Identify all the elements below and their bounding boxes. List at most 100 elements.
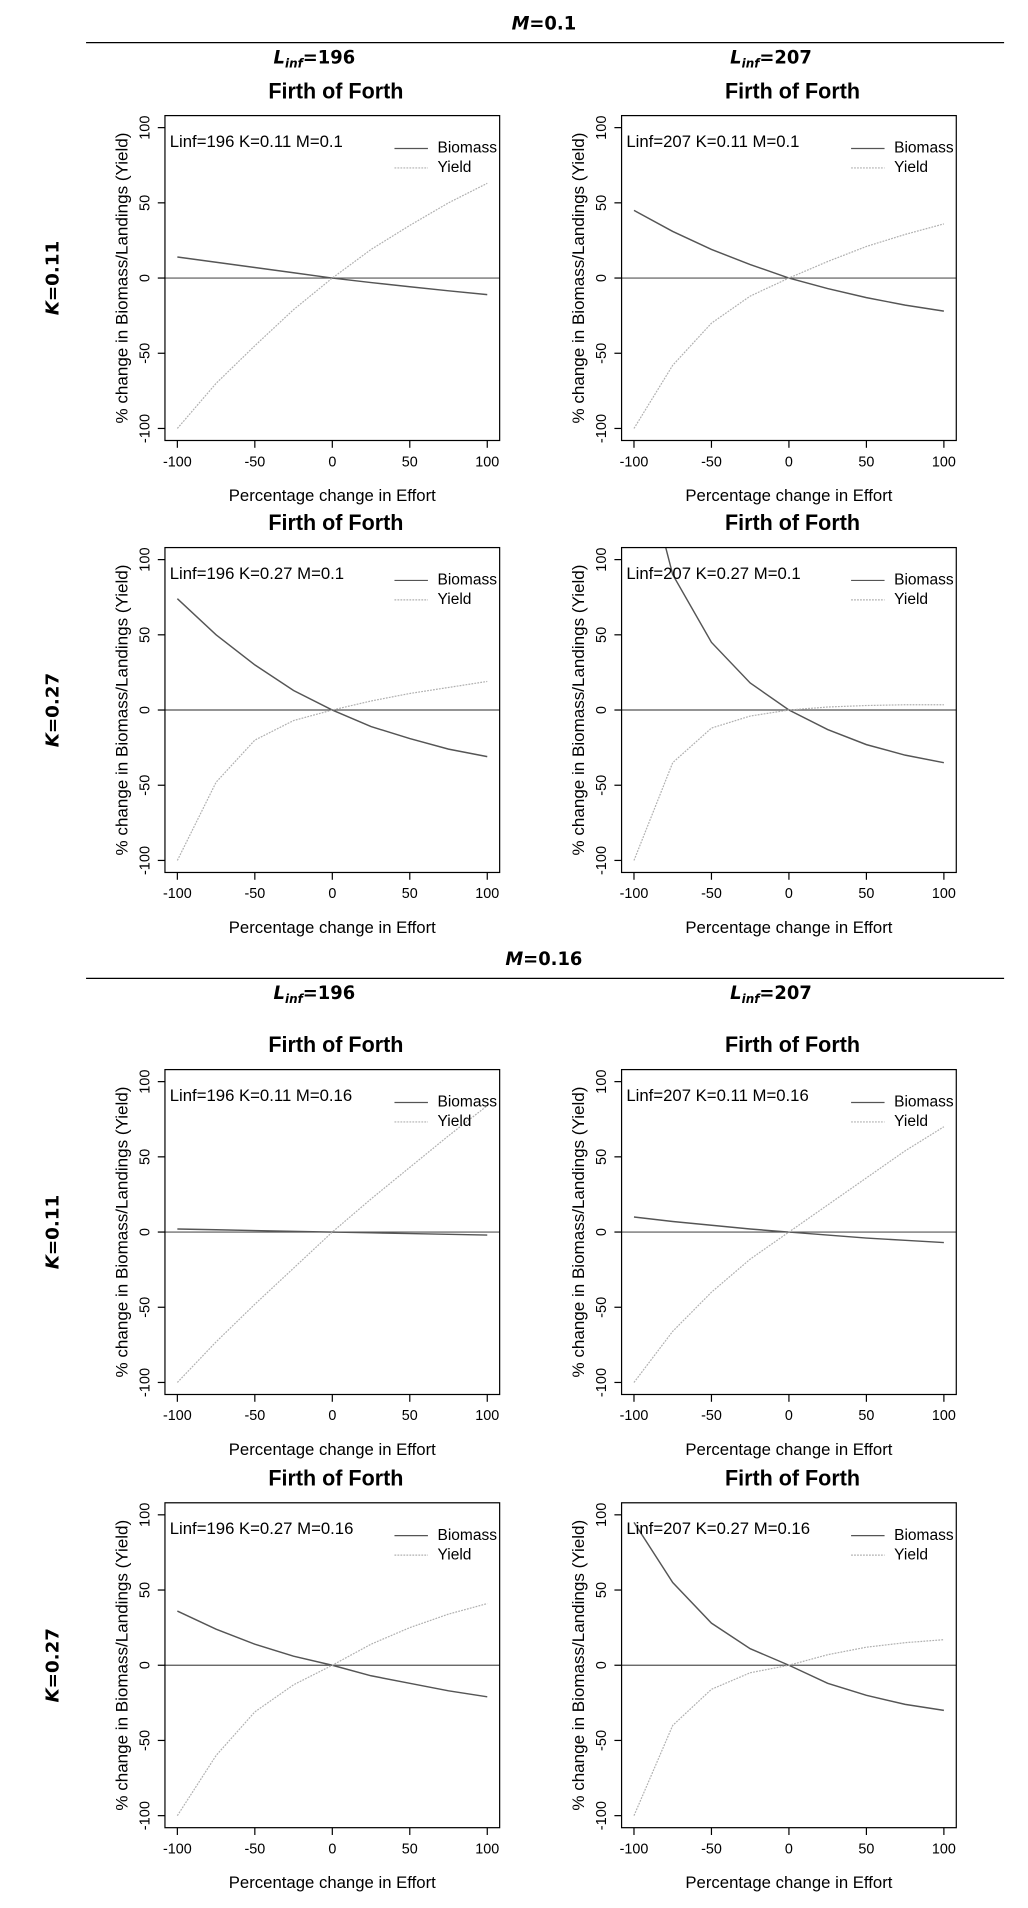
y-tick-label: 50 bbox=[594, 195, 610, 211]
plot-frame bbox=[164, 1502, 501, 1829]
y-tick-label: 100 bbox=[138, 1503, 154, 1527]
chart-panel: Firth of Forth -100 -50 0 50 100 -100 -50 0 50 100… bbox=[569, 510, 957, 937]
y-tick-label: -50 bbox=[138, 343, 154, 364]
subscript: inf bbox=[742, 991, 762, 1005]
x-tick-label: 100 bbox=[932, 454, 956, 470]
legend-label: Yield bbox=[894, 1113, 928, 1130]
annotation: Linf=196 K=0.11 M=0.16 bbox=[170, 1086, 352, 1105]
x-tick-label: 100 bbox=[932, 1841, 956, 1857]
y-axis-label: % change in Biomass/Landings (Yield) bbox=[113, 1087, 132, 1378]
row-header: K=0.27 bbox=[43, 673, 64, 747]
x-tick-label: -100 bbox=[620, 1841, 649, 1857]
chart-title: Firth of Forth bbox=[725, 78, 860, 103]
x-tick-label: 0 bbox=[785, 1408, 793, 1424]
series-line bbox=[177, 256, 488, 296]
y-axis-label: % change in Biomass/Landings (Yield) bbox=[113, 133, 132, 424]
legend-label: Biomass bbox=[437, 1094, 497, 1111]
y-tick-label: 50 bbox=[138, 1149, 154, 1165]
x-axis-label: Percentage change in Effort bbox=[229, 1440, 436, 1459]
value: =207 bbox=[759, 983, 811, 1004]
y-tick-label: -100 bbox=[594, 1801, 610, 1830]
x-tick-label: 0 bbox=[328, 1841, 336, 1857]
y-tick-label: 100 bbox=[594, 1503, 610, 1527]
value: =196 bbox=[303, 983, 355, 1004]
series-line bbox=[177, 1610, 488, 1698]
chart-title: Firth of Forth bbox=[268, 510, 403, 535]
annotation: Linf=207 K=0.11 M=0.16 bbox=[626, 1086, 808, 1105]
row-header: K=0.11 bbox=[43, 1195, 64, 1269]
x-tick-label: -50 bbox=[701, 886, 722, 902]
x-axis-label: Percentage change in Effort bbox=[685, 486, 892, 505]
y-tick-label: 0 bbox=[594, 1228, 610, 1236]
x-tick-label: -100 bbox=[163, 454, 192, 470]
column-header: Linf=207 bbox=[730, 983, 812, 1006]
y-tick-label: 0 bbox=[594, 274, 610, 282]
y-tick-label: -50 bbox=[138, 775, 154, 796]
x-tick-label: -100 bbox=[620, 886, 649, 902]
symbol: K bbox=[43, 1686, 64, 1702]
series-line bbox=[633, 1126, 945, 1383]
chart-title: Firth of Forth bbox=[725, 510, 860, 535]
y-tick-label: 100 bbox=[138, 115, 154, 139]
x-axis-label: Percentage change in Effort bbox=[229, 918, 436, 937]
y-tick-label: 50 bbox=[138, 195, 154, 211]
x-tick-label: 50 bbox=[858, 1841, 874, 1857]
y-tick-label: 0 bbox=[138, 1228, 154, 1236]
y-tick-label: 100 bbox=[594, 115, 610, 139]
value: =0.27 bbox=[43, 673, 64, 733]
x-tick-label: 50 bbox=[402, 454, 418, 470]
x-tick-label: -50 bbox=[244, 1841, 265, 1857]
series-line bbox=[633, 1639, 944, 1816]
chart-panel: Firth of Forth -100 -50 0 50 100 -100 -50 0 50 100… bbox=[569, 1465, 957, 1892]
row-header: K=0.11 bbox=[43, 241, 64, 315]
y-tick-label: 0 bbox=[594, 706, 610, 714]
column-header: Linf=207 bbox=[730, 47, 812, 70]
y-tick-label: -50 bbox=[594, 1730, 610, 1751]
chart-title: Firth of Forth bbox=[268, 78, 403, 103]
x-axis-label: Percentage change in Effort bbox=[685, 918, 892, 937]
y-tick-label: 100 bbox=[594, 1069, 610, 1093]
subscript: inf bbox=[285, 991, 305, 1005]
y-axis-label: % change in Biomass/Landings (Yield) bbox=[569, 1087, 588, 1378]
x-tick-label: 50 bbox=[402, 1408, 418, 1424]
x-tick-label: 0 bbox=[328, 1408, 336, 1424]
x-tick-label: 0 bbox=[328, 454, 336, 470]
chart-panel: Firth of Forth -100 -50 0 50 100 -100 -50 0 50 100… bbox=[569, 1032, 957, 1459]
x-axis-label: Percentage change in Effort bbox=[229, 1873, 436, 1892]
legend-label: Biomass bbox=[437, 571, 497, 588]
x-tick-label: -100 bbox=[163, 886, 192, 902]
x-tick-label: 100 bbox=[475, 454, 499, 470]
x-tick-label: -100 bbox=[620, 1408, 649, 1424]
plot-frame bbox=[164, 1068, 501, 1396]
y-tick-label: 50 bbox=[138, 627, 154, 643]
y-axis-label: % change in Biomass/Landings (Yield) bbox=[569, 565, 588, 856]
y-tick-label: -50 bbox=[594, 775, 610, 796]
y-tick-label: -100 bbox=[138, 1801, 154, 1830]
y-tick-label: -100 bbox=[594, 414, 610, 443]
legend-label: Biomass bbox=[437, 140, 497, 157]
y-tick-label: 100 bbox=[138, 547, 154, 571]
x-axis-label: Percentage change in Effort bbox=[685, 1873, 892, 1892]
column-header: Linf=196 bbox=[274, 983, 356, 1006]
series-line bbox=[633, 1216, 944, 1244]
y-tick-label: -100 bbox=[594, 1368, 610, 1397]
y-tick-label: -100 bbox=[138, 846, 154, 875]
x-tick-label: 100 bbox=[475, 886, 499, 902]
x-tick-label: -100 bbox=[620, 454, 649, 470]
x-tick-label: -50 bbox=[244, 1408, 265, 1424]
x-tick-label: 50 bbox=[402, 1841, 418, 1857]
x-tick-label: 100 bbox=[932, 886, 956, 902]
annotation: Linf=196 K=0.27 M=0.16 bbox=[170, 1519, 354, 1538]
symbol: L bbox=[730, 47, 741, 68]
legend-label: Yield bbox=[437, 591, 471, 608]
x-tick-label: -100 bbox=[163, 1841, 192, 1857]
plot-frame bbox=[620, 114, 957, 442]
plot-frame bbox=[620, 1502, 957, 1829]
y-axis-label: % change in Biomass/Landings (Yield) bbox=[569, 1520, 588, 1811]
x-tick-label: -50 bbox=[701, 454, 722, 470]
x-tick-label: -50 bbox=[244, 886, 265, 902]
legend-label: Biomass bbox=[894, 571, 954, 588]
y-axis-label: % change in Biomass/Landings (Yield) bbox=[113, 565, 132, 856]
x-tick-label: 0 bbox=[785, 454, 793, 470]
